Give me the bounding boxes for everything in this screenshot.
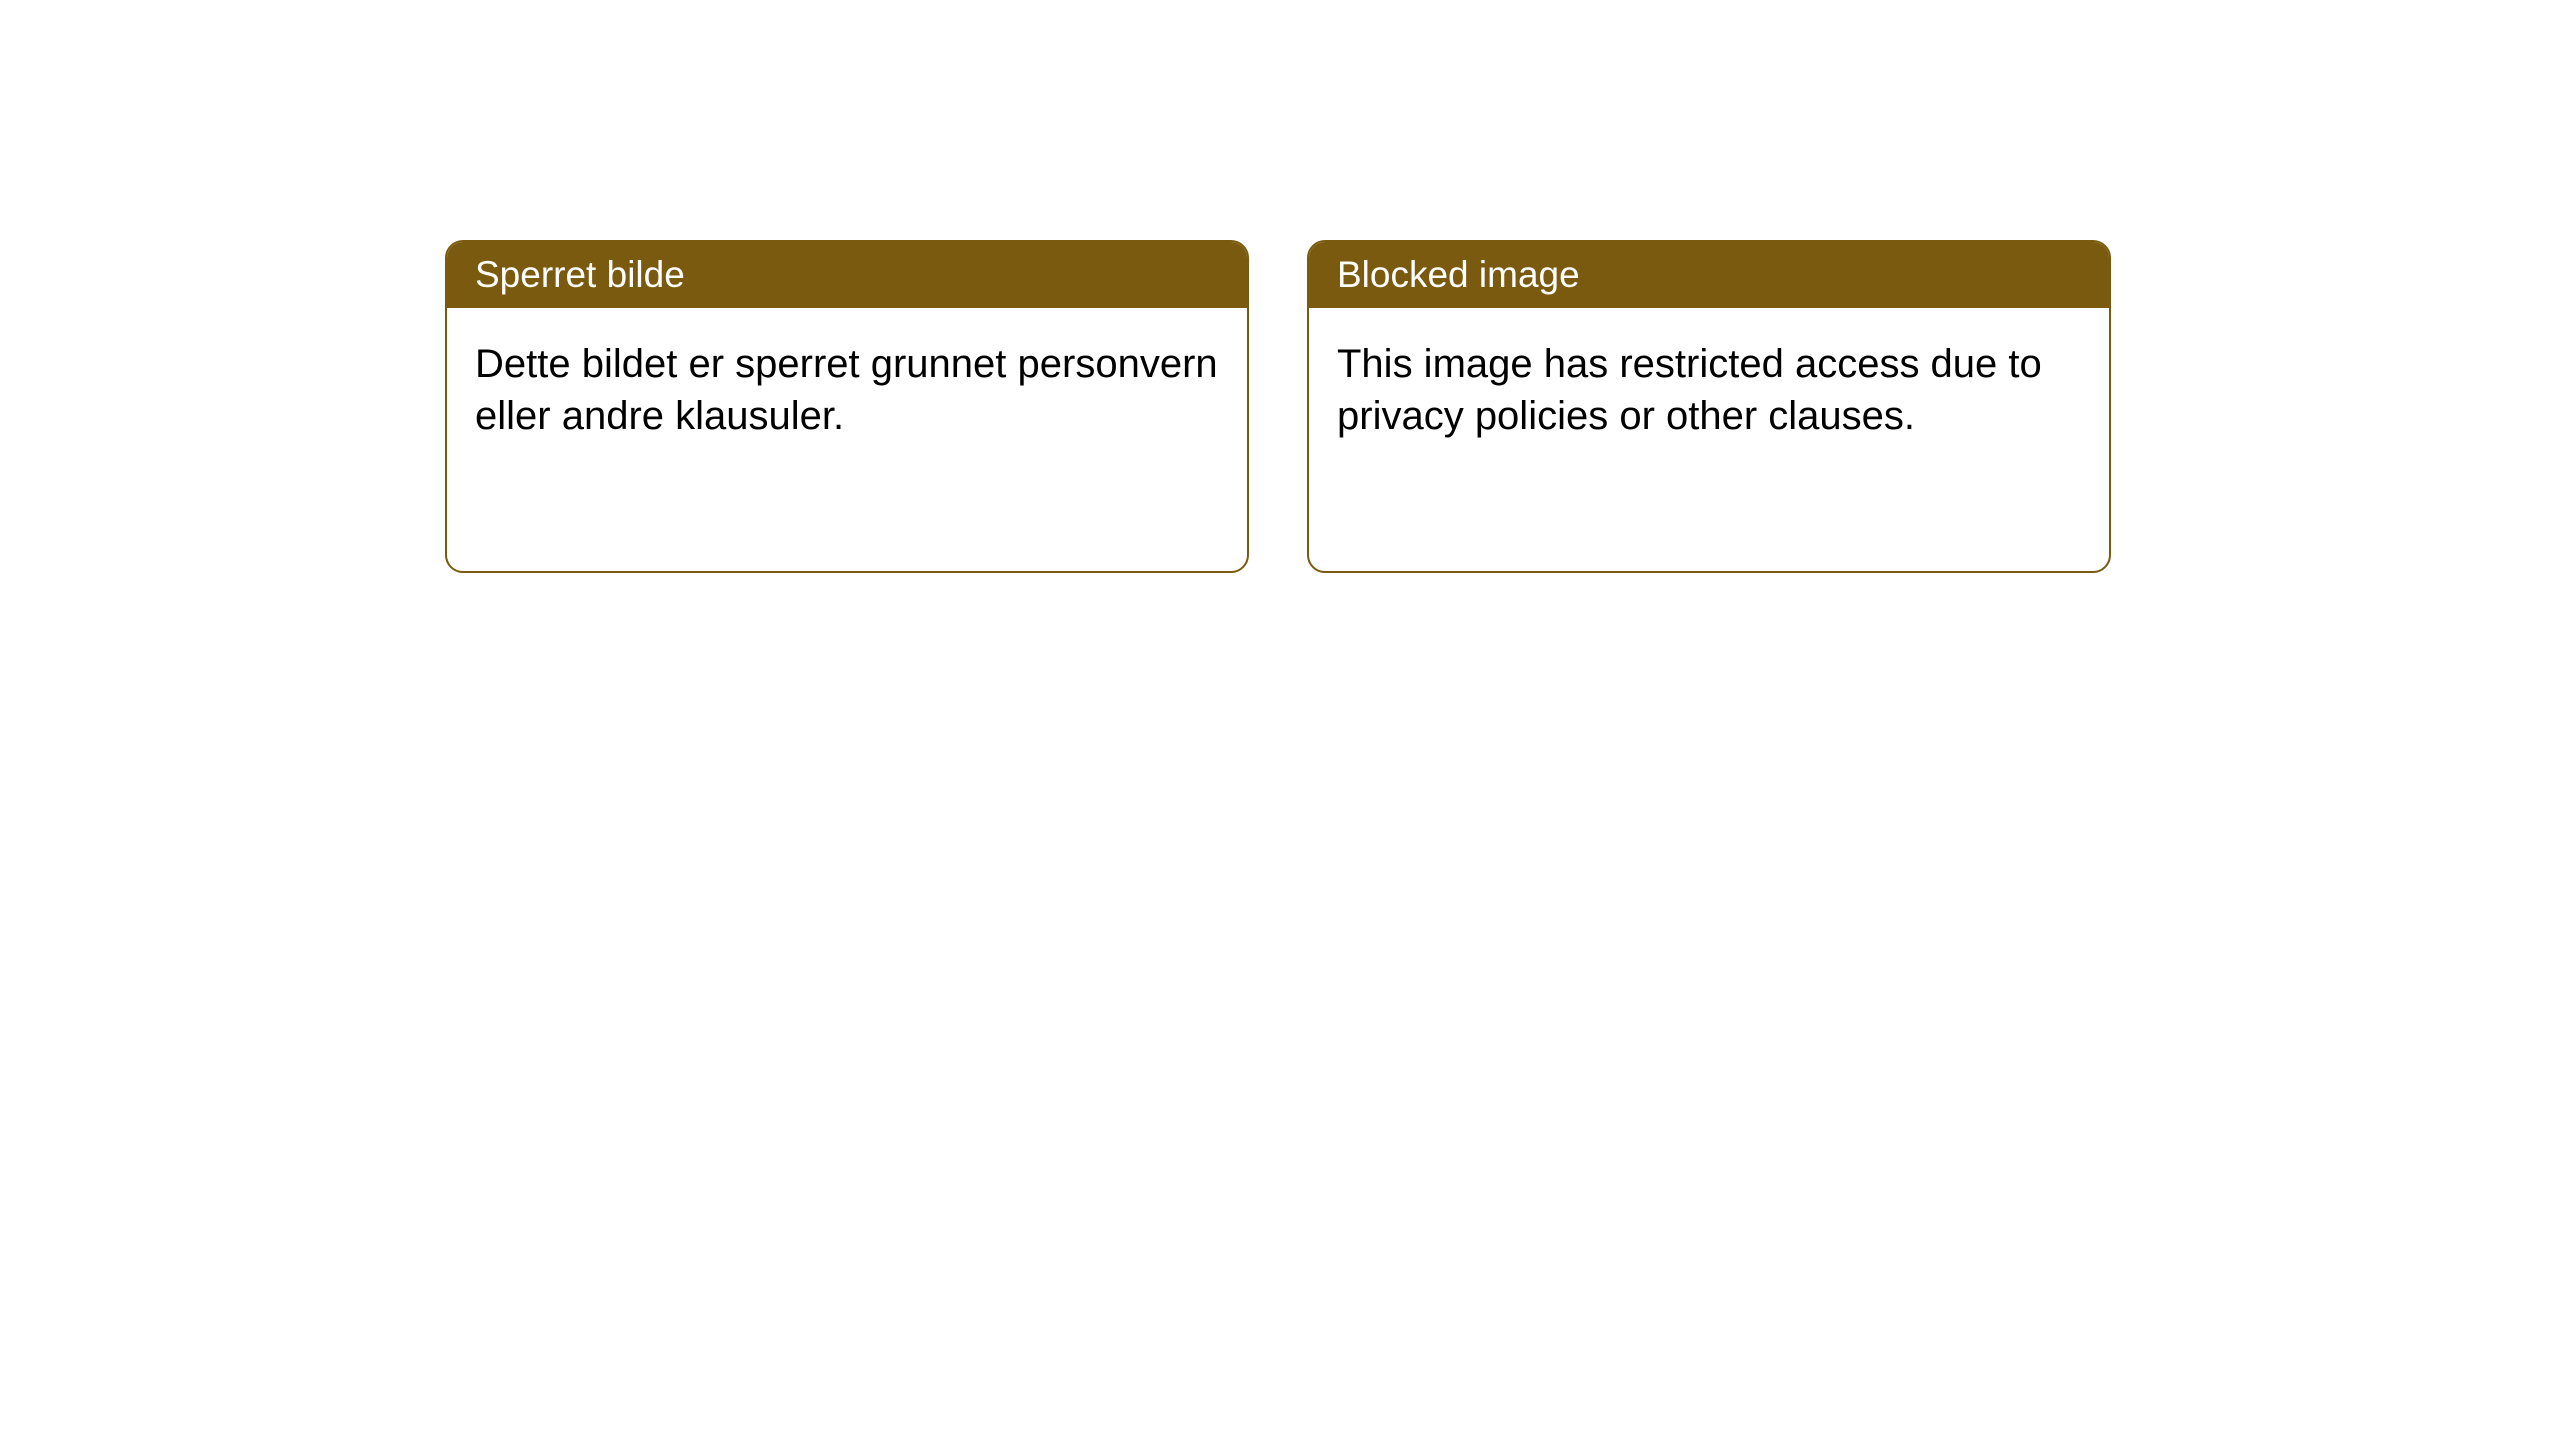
notice-title-norwegian: Sperret bilde	[447, 242, 1247, 308]
notice-body-english: This image has restricted access due to …	[1309, 308, 2109, 571]
notice-card-english: Blocked image This image has restricted …	[1307, 240, 2111, 573]
notice-body-norwegian: Dette bildet er sperret grunnet personve…	[447, 308, 1247, 571]
notice-card-norwegian: Sperret bilde Dette bildet er sperret gr…	[445, 240, 1249, 573]
notice-title-english: Blocked image	[1309, 242, 2109, 308]
notice-container: Sperret bilde Dette bildet er sperret gr…	[0, 0, 2560, 573]
